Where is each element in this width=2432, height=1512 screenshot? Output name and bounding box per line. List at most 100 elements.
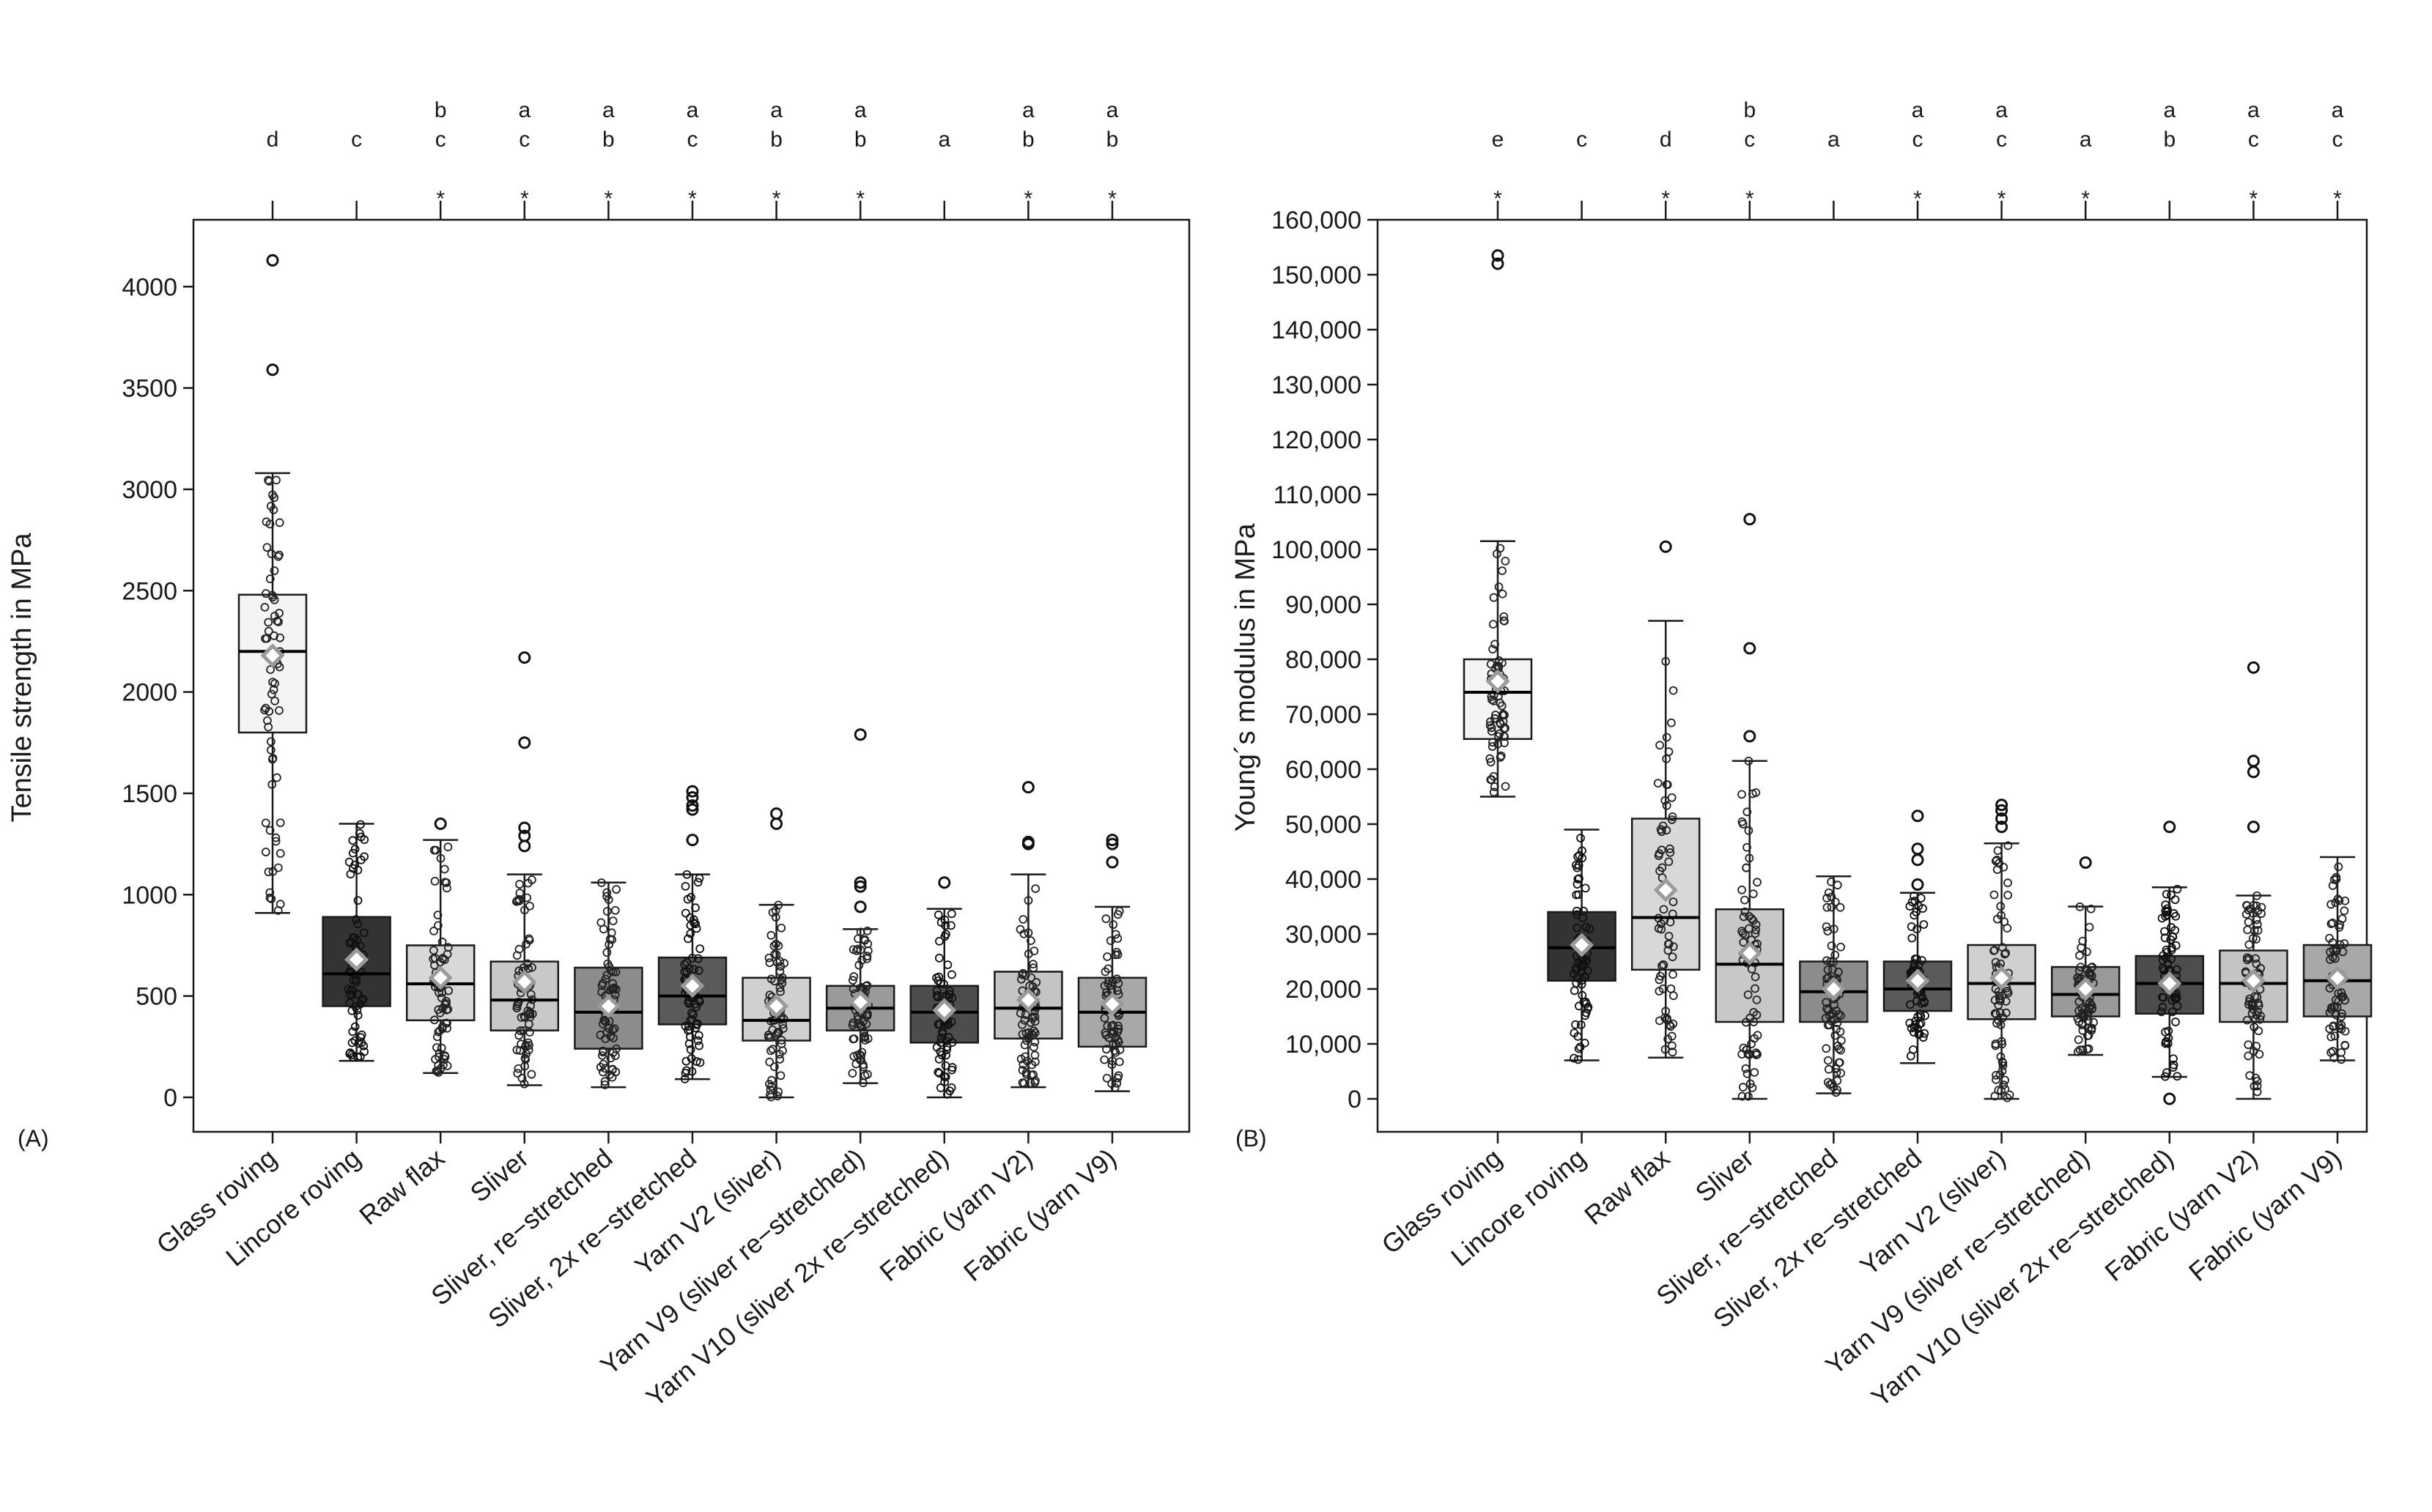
- data-point: [1573, 875, 1583, 883]
- data-point: [1490, 640, 1499, 649]
- data-point: [1664, 931, 1674, 941]
- data-point: [774, 1087, 783, 1097]
- data-point: [1662, 733, 1671, 742]
- data-point: [1494, 656, 1504, 665]
- data-point: [1114, 1071, 1123, 1081]
- data-point: [512, 1045, 522, 1055]
- data-point: [1743, 1050, 1753, 1059]
- outlier-point: [686, 799, 699, 812]
- mean-marker: [2241, 968, 2266, 993]
- data-point: [2085, 922, 2094, 932]
- data-point: [523, 959, 532, 968]
- outlier-point: [686, 791, 699, 804]
- data-point: [1917, 956, 1926, 965]
- data-point: [1996, 1020, 2006, 1030]
- data-point: [514, 997, 523, 1007]
- data-point: [1829, 924, 1838, 934]
- mean-marker: [596, 993, 621, 1019]
- data-point: [1831, 1088, 1841, 1097]
- data-point: [435, 988, 443, 998]
- data-point: [358, 995, 368, 1004]
- data-point: [691, 919, 701, 929]
- data-point: [2087, 1023, 2096, 1033]
- y-tick-label: 150,000: [1271, 262, 1361, 289]
- data-point: [265, 893, 275, 903]
- outlier-point: [1995, 798, 2008, 812]
- data-point: [862, 954, 872, 963]
- data-point: [1832, 1024, 1841, 1034]
- data-point: [1487, 695, 1496, 705]
- data-point: [862, 1020, 871, 1029]
- data-point: [1910, 892, 1918, 900]
- data-point: [2244, 940, 2254, 949]
- significance-letter: c: [435, 127, 446, 152]
- data-point: [1996, 902, 2006, 911]
- data-point: [522, 893, 532, 903]
- mean-marker: [1485, 669, 1510, 694]
- data-point: [1030, 1028, 1040, 1037]
- y-axis-label: Tensile strength in MPa: [7, 533, 37, 823]
- data-point: [770, 950, 779, 959]
- data-point: [1102, 1073, 1112, 1083]
- data-point: [273, 616, 282, 626]
- data-point: [694, 954, 703, 963]
- data-point: [1832, 1068, 1841, 1077]
- data-point: [1489, 771, 1498, 781]
- data-point: [262, 543, 272, 552]
- data-point: [2330, 1031, 2340, 1041]
- data-point: [1113, 950, 1123, 960]
- data-point: [1581, 922, 1591, 932]
- data-point: [1111, 1048, 1120, 1057]
- data-point: [777, 923, 786, 933]
- data-point: [437, 993, 446, 1003]
- data-point: [941, 921, 950, 930]
- data-point: [682, 870, 692, 879]
- data-point: [1748, 1083, 1757, 1092]
- data-point: [1747, 1040, 1756, 1048]
- data-point: [1499, 616, 1509, 626]
- data-point: [690, 918, 699, 927]
- outlier-point: [2079, 856, 2092, 869]
- outlier-point: [266, 253, 279, 267]
- y-tick-label: 40,000: [1285, 866, 1361, 894]
- data-point: [1660, 1045, 1670, 1054]
- data-point: [1114, 1021, 1123, 1031]
- data-point: [1823, 1020, 1833, 1030]
- data-point: [276, 849, 285, 858]
- data-point: [2250, 1081, 2259, 1091]
- data-point: [1111, 1033, 1120, 1042]
- data-point: [1824, 973, 1833, 982]
- data-point: [934, 1020, 943, 1029]
- data-point: [848, 1069, 857, 1078]
- data-point: [1110, 1083, 1120, 1092]
- data-point: [265, 707, 274, 716]
- data-point: [2334, 862, 2343, 872]
- data-point: [780, 959, 789, 968]
- data-point: [778, 1024, 788, 1033]
- data-point: [607, 985, 617, 993]
- data-point: [608, 1048, 618, 1057]
- data-point: [1658, 968, 1667, 978]
- y-tick-label: 90,000: [1285, 591, 1361, 619]
- significance-letter: b: [770, 127, 783, 152]
- plot-frame: [1376, 218, 2368, 1133]
- data-point: [945, 987, 954, 996]
- data-point: [598, 979, 607, 988]
- significance-letter: c: [1744, 127, 1755, 152]
- data-point: [443, 883, 451, 893]
- data-point: [766, 930, 776, 940]
- data-point: [1102, 1045, 1111, 1054]
- data-point: [1103, 952, 1112, 961]
- data-point: [2337, 1024, 2346, 1034]
- data-point: [1744, 924, 1753, 933]
- data-point: [1114, 979, 1123, 988]
- data-point: [2252, 1010, 2261, 1020]
- data-point: [2244, 1040, 2253, 1050]
- data-point: [2078, 1009, 2088, 1018]
- data-point: [1030, 1050, 1040, 1060]
- data-point: [520, 1079, 529, 1089]
- data-point: [1829, 1083, 1838, 1092]
- data-point: [597, 987, 607, 997]
- data-point: [934, 1067, 943, 1077]
- panel-label: (A): [18, 1125, 49, 1152]
